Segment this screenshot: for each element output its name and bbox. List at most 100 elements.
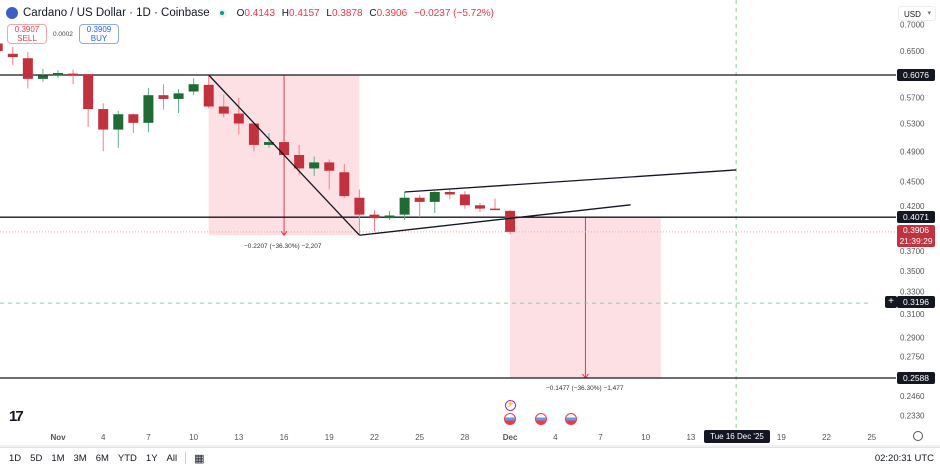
price-tag-resistance: 0.6076 (897, 69, 935, 81)
candle-body (384, 215, 395, 219)
y-tick-label: 0.2900 (900, 334, 925, 343)
buy-button[interactable]: 0.3909 BUY (79, 24, 119, 44)
range-1d[interactable]: 1D (9, 452, 22, 464)
y-tick-label: 0.2330 (900, 411, 925, 420)
candle-body (248, 123, 259, 145)
range-1y[interactable]: 1Y (145, 452, 158, 464)
candle (414, 195, 425, 218)
candle-body (218, 106, 229, 114)
y-tick-label: 0.4900 (900, 147, 925, 156)
candle-body (459, 194, 470, 206)
add-alert-icon[interactable]: + (885, 296, 897, 308)
candle-body (68, 73, 79, 76)
bar-countdown: 21:39:29 (899, 236, 933, 246)
range-3m[interactable]: 3M (73, 452, 87, 464)
candle (0, 43, 3, 52)
candle (279, 141, 290, 156)
us-flag-event-icon[interactable] (565, 413, 577, 425)
range-1m[interactable]: 1M (51, 452, 65, 464)
candle (505, 209, 516, 235)
symbol-header: Cardano / US Dollar · 1D · Coinbase O0.4… (6, 7, 494, 19)
tradingview-logo[interactable]: 17 (9, 408, 24, 425)
candle-body (128, 114, 139, 123)
go-to-date-calendar-icon[interactable]: ▦ (194, 452, 205, 465)
range-6m[interactable]: 6M (95, 452, 109, 464)
candle (369, 210, 380, 232)
market-status-icon (217, 8, 227, 18)
range-ytd[interactable]: YTD (117, 452, 137, 464)
candle-body (203, 84, 214, 107)
sell-price: 0.3907 (14, 25, 40, 34)
x-tick-label: 13 (234, 433, 243, 442)
candle-body (158, 95, 169, 99)
x-tick-label: 10 (189, 433, 198, 442)
spread: 0.0002 (53, 31, 73, 38)
candle (263, 133, 274, 148)
symbol-title[interactable]: Cardano / US Dollar · 1D · Coinbase (23, 7, 210, 19)
candle-body (324, 162, 335, 171)
x-tick-label: Nov (50, 433, 66, 442)
candle (188, 78, 199, 96)
y-tick-label: 0.2460 (900, 392, 925, 401)
candle (309, 156, 320, 177)
candle-body (369, 214, 380, 219)
x-tick-label: 10 (641, 433, 650, 442)
y-tick-label: 0.7000 (900, 21, 925, 30)
candle-body (444, 192, 455, 195)
y-tick-label: 0.5300 (900, 120, 925, 129)
clock-utc[interactable]: 02:20:31 UTC (874, 453, 934, 464)
x-tick-label: 25 (415, 433, 424, 442)
settings-gear-icon[interactable] (913, 431, 923, 441)
us-flag-event-icon[interactable] (535, 413, 547, 425)
candle-body (309, 162, 320, 169)
candle (83, 73, 94, 127)
candle-body (399, 197, 410, 215)
candle (459, 191, 470, 209)
range-5d[interactable]: 5D (30, 452, 43, 464)
candle-body (294, 155, 305, 169)
candle (98, 103, 109, 152)
buy-label: BUY (90, 34, 108, 43)
price-tag-last: 0.3906 21:39:29 (897, 225, 935, 247)
candle (173, 89, 184, 113)
candle (233, 97, 244, 135)
y-tick-label: 0.5700 (900, 94, 925, 103)
candle-body (490, 208, 501, 211)
candle-body (354, 197, 365, 215)
candle-body (83, 74, 94, 110)
candle-body (7, 53, 18, 58)
divider (185, 452, 187, 464)
crosshair-date-label: Tue 16 Dec '25 (704, 430, 770, 443)
candle-body (98, 109, 109, 130)
candle (354, 189, 365, 236)
y-tick-label: 0.2750 (900, 352, 925, 361)
candle (399, 192, 410, 220)
candle (444, 188, 455, 200)
range-all[interactable]: All (166, 452, 178, 464)
event-icon[interactable]: ⚡ (505, 400, 516, 411)
y-tick-label: 0.3300 (900, 288, 925, 297)
candle-body (37, 75, 48, 79)
currency-select[interactable]: USD (898, 6, 936, 21)
candle (128, 113, 139, 134)
us-flag-event-icon[interactable] (504, 413, 516, 425)
candle (113, 111, 124, 148)
price-chart[interactable]: 0.7000 0.6500 0.5700 0.5300 0.4900 0.4500 0.42… (0, 0, 940, 447)
buy-price: 0.3909 (86, 25, 112, 34)
y-tick-label: 0.6500 (900, 47, 925, 56)
candle (7, 46, 18, 65)
x-tick-label: 7 (146, 433, 151, 442)
x-tick-label: 7 (598, 433, 603, 442)
candle-body (429, 192, 440, 202)
candle-body (143, 95, 154, 123)
candle (384, 211, 395, 220)
trendline (359, 204, 631, 236)
x-tick-label: 22 (370, 433, 379, 442)
candle (68, 69, 79, 85)
bottom-toolbar: 1D 5D 1M 3M 6M YTD 1Y All ▦ 02:20:31 UTC (0, 447, 940, 468)
sell-button[interactable]: 0.3907 SELL (7, 24, 47, 44)
candle-body (22, 58, 33, 79)
candle-body (0, 43, 3, 52)
candle-body (173, 93, 184, 99)
candle-body (339, 172, 350, 197)
